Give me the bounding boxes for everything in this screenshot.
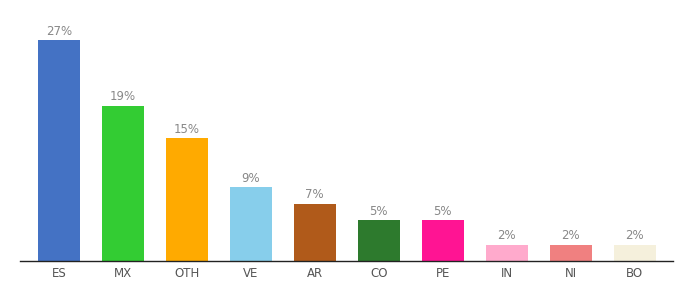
- Bar: [38, 40, 80, 261]
- Bar: [550, 245, 592, 261]
- Bar: [358, 220, 400, 261]
- Text: 7%: 7%: [305, 188, 324, 201]
- Text: 15%: 15%: [174, 123, 200, 136]
- Bar: [102, 106, 143, 261]
- Bar: [614, 245, 656, 261]
- Text: 5%: 5%: [369, 205, 388, 218]
- Text: 2%: 2%: [562, 229, 580, 242]
- Text: 9%: 9%: [241, 172, 260, 185]
- Text: 5%: 5%: [434, 205, 452, 218]
- Text: 2%: 2%: [626, 229, 644, 242]
- Bar: [166, 138, 207, 261]
- Bar: [486, 245, 528, 261]
- Text: 19%: 19%: [109, 90, 136, 103]
- Bar: [294, 204, 336, 261]
- Bar: [422, 220, 464, 261]
- Text: 27%: 27%: [46, 25, 72, 38]
- Text: 2%: 2%: [498, 229, 516, 242]
- Bar: [230, 188, 271, 261]
